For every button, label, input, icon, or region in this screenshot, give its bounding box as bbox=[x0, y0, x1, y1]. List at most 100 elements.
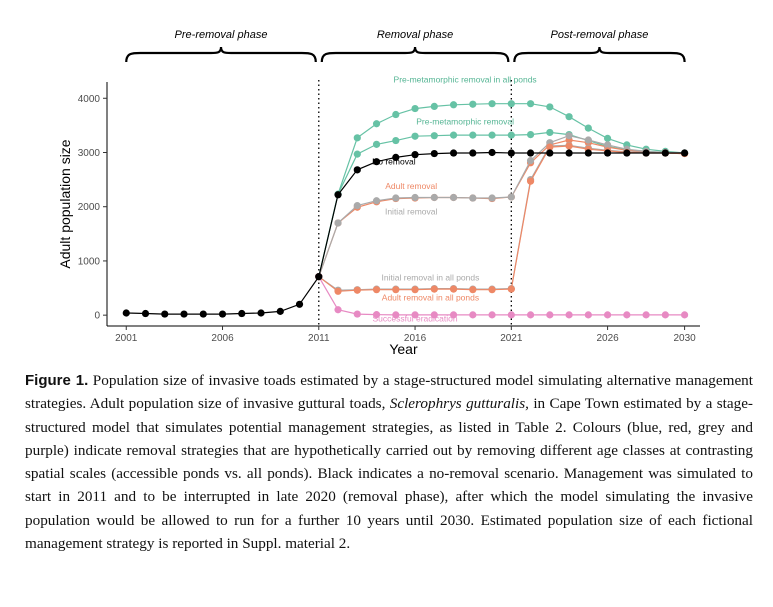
data-point bbox=[449, 311, 458, 319]
population-figure: Pre-removal phase Removal phase Post-remov… bbox=[57, 29, 700, 357]
data-point bbox=[469, 286, 477, 294]
data-point bbox=[526, 149, 535, 157]
data-point bbox=[584, 136, 592, 144]
data-point bbox=[392, 194, 400, 202]
data-point bbox=[603, 311, 612, 319]
phase-post-removal-brace bbox=[513, 46, 686, 63]
data-point bbox=[584, 311, 592, 319]
data-point bbox=[353, 150, 361, 158]
label-initial-removal-in-all-ponds: Initial removal in all ponds bbox=[382, 272, 480, 282]
data-point bbox=[141, 309, 150, 318]
y-axis-title: Adult population size bbox=[57, 139, 73, 268]
data-point bbox=[372, 286, 381, 294]
data-point bbox=[488, 286, 496, 294]
data-point bbox=[392, 153, 400, 161]
data-point bbox=[565, 113, 573, 121]
x-tick-label: 2011 bbox=[308, 333, 330, 344]
data-point bbox=[526, 177, 535, 185]
data-point bbox=[392, 311, 400, 319]
data-point bbox=[334, 191, 342, 199]
data-point bbox=[507, 100, 515, 108]
data-point bbox=[623, 149, 631, 157]
data-point bbox=[372, 197, 381, 205]
label-pre-metamorphic-removal-in-all-ponds: Pre-metamorphic removal in all ponds bbox=[394, 75, 537, 85]
data-point bbox=[546, 103, 554, 111]
x-axis-title: Year bbox=[389, 341, 418, 357]
phase-pre-removal-label: Pre-removal phase bbox=[175, 29, 268, 41]
caption-text-2: , in Cape Town estimated by a stage-stru… bbox=[25, 395, 753, 553]
phase-pre-removal-brace bbox=[125, 46, 317, 63]
x-tick-label: 2016 bbox=[404, 333, 427, 344]
data-point bbox=[507, 311, 515, 319]
data-point bbox=[680, 149, 689, 157]
data-point bbox=[353, 286, 361, 294]
data-point bbox=[238, 309, 246, 318]
data-point bbox=[257, 309, 265, 317]
data-point bbox=[526, 157, 535, 165]
label-successful-eradication: Successful eradication bbox=[373, 314, 458, 324]
data-point bbox=[411, 286, 419, 294]
data-point bbox=[334, 219, 342, 227]
figure-caption: Figure 1. Population size of invasive to… bbox=[25, 369, 753, 555]
data-point bbox=[603, 134, 612, 142]
data-point bbox=[469, 100, 477, 108]
label-no-removal: No removal bbox=[372, 156, 416, 166]
data-point bbox=[353, 166, 361, 174]
data-point bbox=[526, 311, 535, 319]
data-point bbox=[565, 149, 573, 157]
x-tick-label: 2026 bbox=[596, 333, 619, 344]
data-point bbox=[449, 149, 458, 157]
phase-post-removal-label: Post-removal phase bbox=[551, 29, 649, 41]
data-point bbox=[546, 143, 554, 151]
data-point bbox=[546, 149, 554, 157]
data-point bbox=[430, 132, 438, 140]
series-initial-removal-in-all-ponds bbox=[315, 141, 689, 294]
data-point bbox=[315, 273, 323, 281]
data-point bbox=[372, 311, 381, 319]
data-point bbox=[526, 130, 535, 139]
data-point bbox=[353, 310, 361, 318]
data-point bbox=[372, 158, 381, 166]
data-point bbox=[392, 136, 400, 145]
data-point bbox=[161, 310, 169, 318]
data-point bbox=[661, 149, 669, 157]
data-point bbox=[449, 101, 458, 109]
data-point bbox=[122, 309, 130, 317]
species-name: Sclerophrys gutturalis bbox=[389, 395, 526, 413]
data-point bbox=[411, 311, 419, 319]
data-point bbox=[334, 287, 342, 295]
x-tick-label: 2021 bbox=[500, 333, 523, 344]
population-chart: Pre-removal phase Removal phase Post-remov… bbox=[57, 29, 700, 357]
series-line bbox=[318, 103, 685, 277]
data-point bbox=[565, 311, 573, 319]
data-point bbox=[565, 142, 573, 150]
data-point bbox=[584, 124, 592, 132]
data-point bbox=[430, 311, 438, 319]
data-point bbox=[218, 310, 227, 318]
data-point bbox=[449, 131, 458, 139]
data-point bbox=[372, 140, 381, 148]
data-point bbox=[180, 310, 188, 318]
data-point bbox=[276, 307, 284, 315]
data-point bbox=[449, 193, 458, 202]
data-point bbox=[488, 311, 496, 319]
data-point bbox=[449, 285, 458, 293]
label-adult-removal-in-all-ponds: Adult removal in all ponds bbox=[382, 293, 479, 303]
label-adult-removal: Adult removal bbox=[385, 181, 437, 191]
data-point bbox=[488, 100, 496, 108]
data-point bbox=[411, 132, 419, 140]
series-no-removal bbox=[122, 148, 689, 318]
series-successful-eradication bbox=[315, 273, 689, 319]
data-point bbox=[603, 149, 612, 157]
data-point bbox=[565, 132, 573, 140]
series-initial-removal bbox=[315, 132, 689, 281]
data-point bbox=[411, 104, 419, 113]
data-point bbox=[546, 311, 554, 319]
data-point bbox=[411, 151, 419, 159]
data-point bbox=[488, 131, 496, 139]
data-point bbox=[526, 100, 535, 108]
caption-text-1: Population size of invasive toads estima… bbox=[25, 372, 753, 413]
y-tick-label: 0 bbox=[94, 311, 100, 322]
figure-label: Figure 1. bbox=[25, 372, 89, 389]
data-point bbox=[584, 149, 592, 157]
